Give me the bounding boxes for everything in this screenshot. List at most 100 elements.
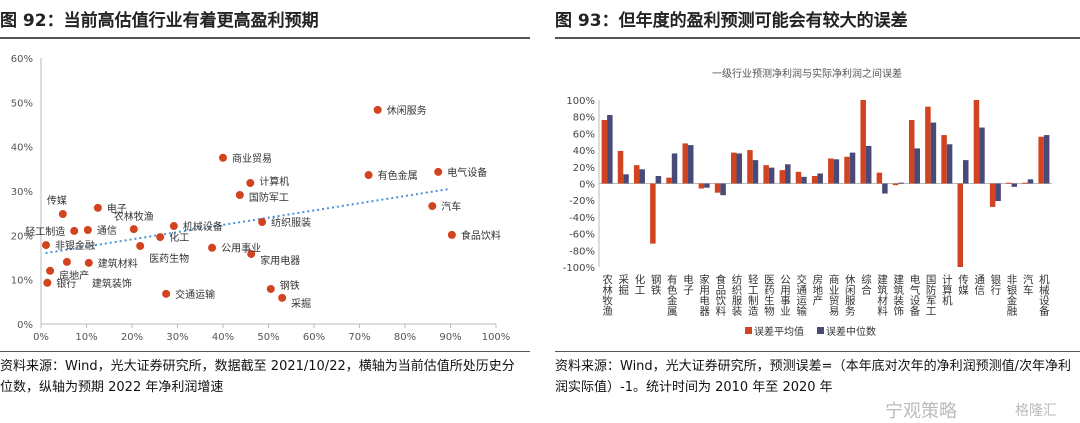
category-label: 汽车	[1022, 273, 1034, 296]
bar-mean	[973, 100, 980, 184]
scatter-point	[58, 210, 67, 219]
bar-mean	[941, 135, 947, 184]
bar-mean	[844, 156, 850, 184]
bar-mean	[698, 183, 705, 189]
point-label: 家用电器	[260, 254, 300, 267]
bar-mean	[731, 152, 737, 184]
x-tick-label: 30%	[166, 332, 188, 343]
left-footer-source: 资料来源：Wind，光大证券研究所，数据截至 2021/10/22，横轴为当前估…	[0, 359, 515, 395]
scatter-point	[83, 226, 92, 235]
x-tick-label: 100%	[482, 332, 511, 343]
point-label: 休闲服务	[387, 104, 427, 117]
bar-median	[817, 173, 823, 184]
point-label: 化工	[169, 231, 189, 244]
bar-median	[1011, 183, 1018, 187]
bar-mean	[811, 175, 818, 184]
scatter-point	[364, 171, 373, 180]
category-label: 计算机	[941, 273, 953, 306]
scatter-point	[266, 284, 275, 293]
y-tick-label: 50%	[11, 98, 33, 109]
y-tick-label: 0%	[17, 320, 33, 331]
y-tick-label: 100%	[566, 96, 595, 107]
legend-swatch	[745, 327, 752, 334]
category-label: 电子	[682, 273, 694, 295]
category-label: 休闲服务	[844, 274, 856, 317]
point-label: 食品饮料	[461, 229, 501, 242]
bar-mean	[1022, 182, 1028, 184]
bar-median	[979, 127, 985, 184]
bar-mean	[666, 177, 672, 184]
category-label: 非银金融	[1006, 274, 1018, 317]
bar-mean	[925, 106, 931, 184]
bar-mean	[957, 183, 964, 267]
wechat-watermark: 宁观策略	[885, 401, 957, 422]
scatter-point	[208, 243, 217, 252]
bar-median	[882, 183, 888, 194]
scatter-point	[373, 105, 382, 114]
category-label: 建筑装饰	[892, 273, 904, 317]
point-label: 建筑材料	[98, 257, 138, 270]
category-label: 钢铁	[650, 273, 662, 296]
y-tick-label: 30%	[11, 187, 33, 198]
bar-mean	[795, 171, 802, 184]
point-label: 通信	[97, 225, 117, 237]
bar-mean	[828, 158, 834, 184]
bar-mean	[779, 170, 786, 184]
point-label: 轻工制造	[25, 225, 65, 238]
right-panel: 图 93：但年度的盈利预测可能会有较大的误差 一级行业预测净利润与实际净利润之间…	[555, 0, 1080, 422]
category-label: 交通运输	[795, 273, 807, 317]
legend-label: 误差平均值	[754, 325, 804, 338]
bar-mean	[1038, 136, 1044, 184]
scatter-point	[70, 226, 79, 235]
y-tick-label: 60%	[573, 129, 595, 140]
y-tick-label: 20%	[573, 163, 595, 174]
y-tick-label: 0%	[579, 180, 595, 191]
bar-median	[671, 153, 678, 184]
point-label: 交通运输	[175, 288, 215, 301]
bar-mean	[633, 165, 640, 184]
x-tick-label: 20%	[121, 332, 143, 343]
point-label: 银行	[56, 277, 76, 290]
point-label: 有色金属	[378, 169, 418, 182]
scatter-point	[43, 278, 52, 287]
bar-mean	[989, 183, 996, 207]
category-label: 有色金属	[666, 273, 678, 317]
bar-mean	[763, 165, 769, 184]
scatter-point	[156, 233, 165, 242]
y-tick-label: -40%	[569, 213, 595, 224]
bar-median	[898, 182, 904, 184]
category-label: 房地产	[811, 273, 823, 306]
category-label: 银行	[989, 273, 1001, 296]
scatter-point	[93, 203, 102, 212]
bar-mean	[892, 183, 899, 186]
bar-mean	[908, 120, 915, 184]
bar-median	[914, 148, 920, 184]
point-label: 钢铁	[280, 279, 300, 292]
legend-label: 误差中位数	[826, 325, 876, 338]
category-label: 农林牧渔	[601, 273, 613, 317]
category-label: 轻工制造	[747, 273, 759, 316]
x-tick-label: 60%	[303, 332, 325, 343]
scatter-point	[62, 257, 71, 266]
scatter-chart: 0% 10% 20% 30% 40% 50% 60% 0% 10% 20% 30% 40% 50% 60%…	[11, 54, 511, 343]
y-tick-label: -80%	[569, 246, 595, 257]
point-label: 机械设备	[183, 220, 223, 233]
category-label: 化工	[633, 273, 645, 295]
bar-median	[1027, 179, 1034, 184]
brand-watermark: 格隆汇	[1015, 403, 1057, 419]
bar-mean	[682, 143, 688, 184]
bar-mean	[601, 120, 608, 184]
y-tick-label: 40%	[573, 146, 595, 157]
bar-median	[865, 145, 872, 184]
category-label: 传媒	[957, 274, 969, 296]
point-label: 公用事业	[221, 242, 261, 255]
scatter-point	[258, 218, 267, 227]
bar-median	[946, 144, 953, 184]
category-label: 采掘	[617, 274, 629, 296]
bar-mean	[650, 183, 656, 244]
point-label: 纺织服装	[271, 216, 311, 229]
bar-median	[995, 183, 1001, 202]
trendline	[45, 187, 451, 255]
point-label: 建筑装饰	[92, 277, 132, 290]
category-label: 通信	[973, 274, 985, 296]
